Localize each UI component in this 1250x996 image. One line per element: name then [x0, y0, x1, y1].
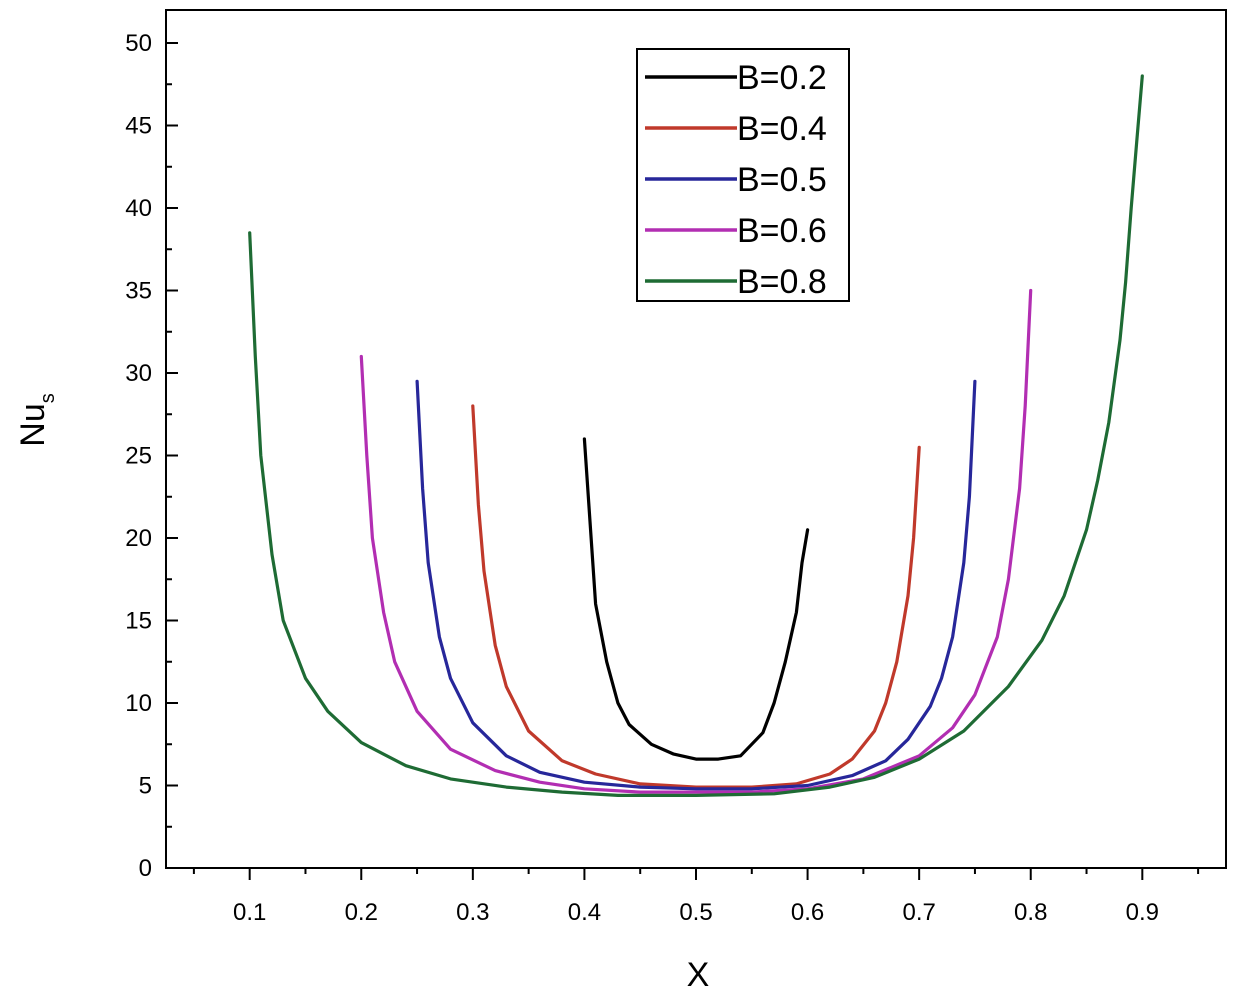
series-line-4	[359, 288, 1033, 794]
y-axis-title: Nus	[14, 393, 59, 446]
legend: B=0.2 B=0.4 B=0.5 B=0.6 B=0.8	[636, 48, 850, 302]
y-axis-title-main: Nu	[14, 403, 52, 446]
series-line-3	[415, 379, 977, 791]
y-axis-ticks: 0 5 10 15 20 25 30 35 40 45 50	[125, 30, 178, 882]
x-tick-label: 0.3	[456, 899, 489, 926]
x-tick-label: 0.4	[568, 899, 601, 926]
x-tick-label: 0.5	[679, 899, 712, 926]
x-axis-ticks: 0.1 0.2 0.3 0.4 0.5 0.6 0.7 0.8 0.9	[192, 868, 1200, 926]
y-tick-label: 10	[125, 690, 152, 717]
y-tick-label: 45	[125, 113, 152, 140]
x-tick-label: 0.6	[791, 899, 824, 926]
x-tick-label: 0.1	[233, 899, 266, 926]
legend-frame	[636, 48, 850, 302]
y-tick-label: 20	[125, 525, 152, 552]
y-tick-label: 25	[125, 443, 152, 470]
x-tick-label: 0.8	[1014, 899, 1047, 926]
y-tick-label: 15	[125, 608, 152, 635]
x-axis-title: X	[687, 956, 710, 994]
x-tick-label: 0.7	[902, 899, 935, 926]
legend-label-1: B=0.2	[737, 59, 827, 97]
y-tick-label: 35	[125, 278, 152, 305]
legend-label-4: B=0.6	[737, 212, 827, 250]
series-line-1	[582, 437, 810, 761]
svg-text:Nus: Nus	[14, 393, 59, 446]
y-tick-label: 50	[125, 30, 152, 57]
legend-label-3: B=0.5	[737, 161, 827, 199]
y-tick-label: 0	[139, 855, 152, 882]
legend-label-2: B=0.4	[737, 110, 827, 148]
legend-label-5: B=0.8	[737, 263, 827, 301]
series-layer	[248, 74, 1144, 798]
x-tick-label: 0.2	[345, 899, 378, 926]
y-tick-label: 30	[125, 360, 152, 387]
x-tick-label: 0.9	[1126, 899, 1159, 926]
y-axis-title-subscript: s	[37, 393, 59, 403]
series-line-5	[248, 74, 1144, 798]
series-line-2	[471, 404, 921, 789]
y-tick-label: 5	[139, 773, 152, 800]
y-tick-label: 40	[125, 195, 152, 222]
